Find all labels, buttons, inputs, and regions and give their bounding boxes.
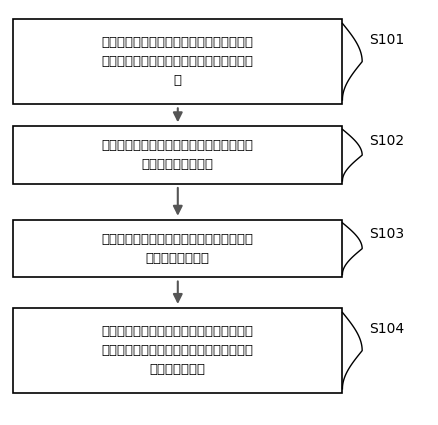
- Bar: [13, 19, 342, 104]
- Bar: [13, 220, 342, 278]
- Text: S102: S102: [368, 134, 403, 148]
- Text: 获取气动光学热辐射退化图像，并对热辐射
退化图像进行滤波处理，得到热辐射低频图
像: 获取气动光学热辐射退化图像，并对热辐射 退化图像进行滤波处理，得到热辐射低频图 …: [102, 36, 253, 87]
- Bar: [13, 127, 342, 184]
- Text: 对热辐射低频图像进行降采样处理，获取降
采样图像中的采样点: 对热辐射低频图像进行降采样处理，获取降 采样图像中的采样点: [102, 139, 253, 171]
- Bar: [13, 308, 342, 393]
- Text: 对采样点使用基于格林函数双调和样条插值
法拟合出插值曲面: 对采样点使用基于格林函数双调和样条插值 法拟合出插值曲面: [102, 232, 253, 265]
- Text: S103: S103: [368, 227, 403, 241]
- Text: S101: S101: [368, 34, 403, 47]
- Text: 将插值曲面输入预先建立的图像校正模型，
并使用交替迭代最小法求解出清晰图像及热
辐射效应偏置场: 将插值曲面输入预先建立的图像校正模型， 并使用交替迭代最小法求解出清晰图像及热 …: [102, 325, 253, 376]
- Text: S104: S104: [368, 323, 403, 336]
